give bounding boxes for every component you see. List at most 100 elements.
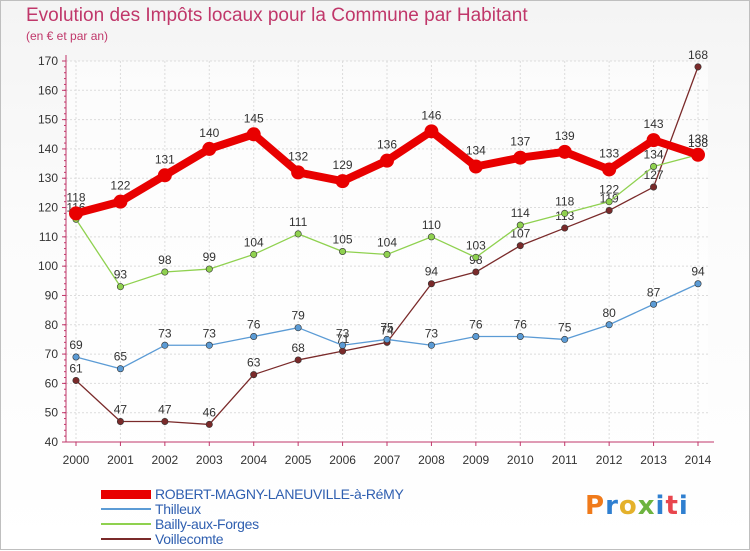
series-2: 1169398991041111051041101031141181221341… <box>66 136 708 291</box>
data-point <box>339 341 347 349</box>
data-label: 47 <box>114 402 128 416</box>
data-point <box>427 280 435 288</box>
data-point <box>605 206 613 214</box>
data-label: 146 <box>421 108 441 122</box>
x-tick-label: 2001 <box>107 453 134 467</box>
data-point <box>516 221 524 229</box>
data-label: 168 <box>688 48 708 62</box>
data-label: 122 <box>599 183 619 197</box>
chart-title: Evolution des Impôts locaux pour la Comm… <box>26 5 528 26</box>
data-point <box>205 420 213 428</box>
y-tick-label: 100 <box>38 259 58 273</box>
x-tick-label: 2006 <box>329 453 356 467</box>
logo-letter: P <box>585 491 606 521</box>
data-label: 118 <box>555 194 574 208</box>
logo-letter: i <box>655 491 666 521</box>
data-point <box>605 198 613 206</box>
data-label: 73 <box>158 326 172 340</box>
data-point <box>383 250 391 258</box>
data-point <box>650 300 658 308</box>
data-point <box>561 224 569 232</box>
data-point <box>294 324 302 332</box>
data-point <box>513 150 528 165</box>
x-tick-label: 2014 <box>685 453 712 467</box>
data-label: 136 <box>377 138 397 152</box>
chart-subtitle: (en € et par an) <box>26 29 109 43</box>
y-tick-label: 40 <box>45 435 59 449</box>
data-label: 140 <box>199 126 219 140</box>
legend-label: Voillecomte <box>155 531 224 547</box>
data-point <box>72 376 80 384</box>
logo-letter: t <box>665 491 679 521</box>
data-point <box>380 153 394 168</box>
y-tick-label: 110 <box>39 230 58 244</box>
legend-swatch <box>101 489 151 499</box>
data-label: 122 <box>110 179 130 193</box>
data-label: 74 <box>380 323 394 337</box>
x-tick-label: 2008 <box>418 453 445 467</box>
logo-letter: r <box>605 491 619 521</box>
data-label: 79 <box>291 309 305 323</box>
data-label: 73 <box>336 326 350 340</box>
data-label: 133 <box>599 146 619 160</box>
data-point <box>294 230 302 238</box>
data-point <box>335 174 350 189</box>
data-point <box>72 353 80 361</box>
legend-swatch <box>101 508 151 510</box>
data-label: 132 <box>288 149 308 163</box>
data-label: 111 <box>289 215 308 229</box>
data-label: 110 <box>422 218 441 232</box>
data-point <box>472 253 480 261</box>
data-label: 118 <box>66 190 85 204</box>
data-label: 71 <box>336 332 350 346</box>
data-label: 80 <box>602 306 616 320</box>
data-point <box>424 124 439 139</box>
legend-swatch <box>101 523 151 525</box>
data-point <box>516 242 524 250</box>
y-tick-label: 150 <box>38 113 58 127</box>
y-tick-label: 170 <box>38 54 58 68</box>
data-point <box>694 280 702 288</box>
data-label: 87 <box>647 285 661 299</box>
data-point <box>472 268 480 276</box>
data-label: 104 <box>244 235 264 249</box>
data-point <box>250 250 258 258</box>
legend-swatch <box>101 538 151 540</box>
data-point <box>294 356 302 364</box>
data-point <box>161 341 169 349</box>
y-tick-label: 90 <box>45 288 59 302</box>
data-point <box>561 209 569 217</box>
data-point <box>116 365 124 373</box>
legend-label: ROBERT-MAGNY-LANEUVILLE-à-RéMY <box>155 486 404 502</box>
data-point <box>113 194 128 209</box>
data-label: 73 <box>203 326 217 340</box>
data-label: 76 <box>514 317 528 331</box>
data-point <box>650 183 658 191</box>
x-tick-label: 2005 <box>285 453 312 467</box>
data-label: 131 <box>155 152 175 166</box>
data-label: 75 <box>380 320 394 334</box>
data-point <box>694 63 702 71</box>
x-tick-label: 2003 <box>196 453 223 467</box>
data-point <box>557 144 572 159</box>
data-label: 46 <box>203 405 217 419</box>
x-tick-label: 2011 <box>552 453 578 467</box>
logo-letter: x <box>637 491 656 521</box>
data-label: 65 <box>114 350 128 364</box>
data-point <box>646 133 661 148</box>
data-label: 103 <box>466 238 486 252</box>
data-label: 63 <box>247 356 261 370</box>
x-tick-label: 2009 <box>463 453 490 467</box>
data-label: 127 <box>644 168 664 182</box>
legend-label: Bailly-aux-Forges <box>155 516 259 532</box>
logo-letter: o <box>618 491 638 521</box>
data-label: 143 <box>644 117 664 131</box>
y-tick-label: 70 <box>45 347 59 361</box>
data-point <box>472 332 480 340</box>
data-label: 137 <box>510 135 530 149</box>
data-point <box>205 265 213 273</box>
data-point <box>205 341 213 349</box>
data-label: 61 <box>69 361 83 375</box>
